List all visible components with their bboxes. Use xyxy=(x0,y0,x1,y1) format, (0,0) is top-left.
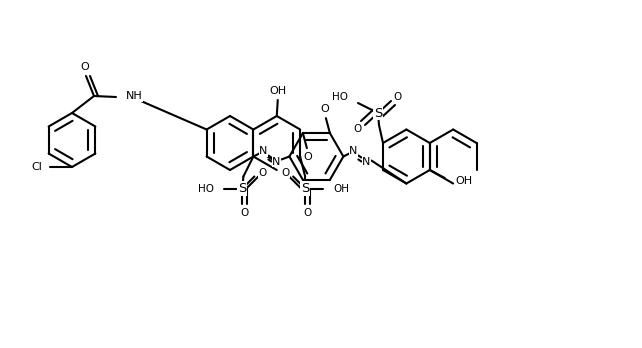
Text: N: N xyxy=(259,147,268,157)
Text: O: O xyxy=(354,124,362,134)
Text: OH: OH xyxy=(333,183,349,193)
Text: S: S xyxy=(301,182,309,195)
Text: S: S xyxy=(238,182,247,195)
Text: O: O xyxy=(258,167,266,177)
Text: O: O xyxy=(81,62,89,72)
Text: N: N xyxy=(272,157,281,166)
Text: O: O xyxy=(303,207,311,218)
Text: NH: NH xyxy=(126,91,143,101)
Text: N: N xyxy=(349,147,358,157)
Text: OH: OH xyxy=(456,176,473,186)
Text: HO: HO xyxy=(198,183,214,193)
Text: OH: OH xyxy=(269,86,286,96)
Text: O: O xyxy=(320,104,329,114)
Text: O: O xyxy=(240,207,248,218)
Text: Cl: Cl xyxy=(31,162,42,172)
Text: HO: HO xyxy=(332,92,348,102)
Text: O: O xyxy=(394,92,402,102)
Text: O: O xyxy=(304,152,312,162)
Text: S: S xyxy=(374,106,382,119)
Text: N: N xyxy=(362,157,370,166)
Text: O: O xyxy=(281,167,290,177)
